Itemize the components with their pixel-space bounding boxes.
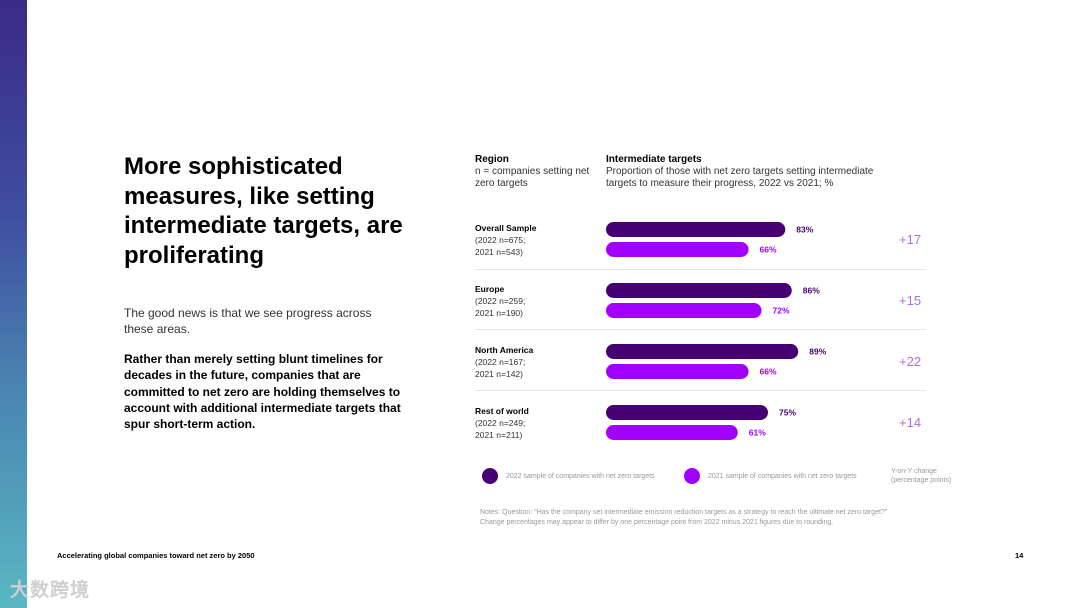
- row-label-europe: Europe (2022 n=259; 2021 n=190): [475, 283, 600, 319]
- region-header-title: Region: [475, 154, 509, 165]
- targets-header: Intermediate targets Proportion of those…: [606, 154, 896, 190]
- row-n-2021: 2021 n=211): [475, 430, 523, 440]
- row-divider: [475, 329, 926, 330]
- row-name: Europe: [475, 284, 505, 294]
- watermark-text: 大数跨境: [10, 580, 91, 601]
- legend-change-label: Y-on-Y change (percentage points): [891, 467, 951, 485]
- bar-rest-of-world-2021: [606, 425, 738, 440]
- row-n-2022: (2022 n=167;: [475, 357, 526, 367]
- change-label-rest-of-world: +14: [899, 415, 921, 430]
- data-label-north-america-2021: 66%: [760, 367, 777, 377]
- notes-line-2: Change percentages may appear to differ …: [480, 519, 834, 526]
- row-n-2022: (2022 n=675;: [475, 235, 526, 245]
- row-label-north-america: North America (2022 n=167; 2021 n=142): [475, 344, 600, 380]
- row-label-rest-of-world: Rest of world (2022 n=249; 2021 n=211): [475, 405, 600, 441]
- row-n-2022: (2022 n=249;: [475, 418, 526, 428]
- data-label-rest-of-world-2022: 75%: [779, 408, 796, 418]
- chart-notes: Notes: Question: "Has the company set in…: [480, 508, 960, 528]
- legend-2022-label: 2022 sample of companies with net zero t…: [506, 473, 655, 480]
- intro-text: The good news is that we see progress ac…: [124, 306, 372, 336]
- decorative-side-bar: [0, 0, 27, 608]
- body-text: Rather than merely setting blunt timelin…: [124, 352, 401, 432]
- notes-line-1: Notes: Question: "Has the company set in…: [480, 509, 888, 516]
- bar-overall-2021: [606, 242, 749, 257]
- watermark: 大数跨境: [10, 575, 90, 602]
- legend-2022-swatch: [482, 468, 498, 484]
- row-divider: [475, 269, 926, 270]
- targets-header-title: Intermediate targets: [606, 154, 702, 165]
- legend-change-line1: Y-on-Y change: [891, 468, 937, 475]
- row-n-2021: 2021 n=142): [475, 369, 523, 379]
- change-label-north-america: +22: [899, 354, 921, 369]
- row-label-overall: Overall Sample (2022 n=675; 2021 n=543): [475, 222, 600, 258]
- region-header-subtitle: n = companies setting net zero targets: [475, 166, 590, 189]
- legend-2021-swatch: [684, 468, 700, 484]
- row-divider: [475, 390, 926, 391]
- change-label-europe: +15: [899, 293, 921, 308]
- page-title: More sophisticated measures, like settin…: [124, 153, 403, 269]
- data-label-overall-2021: 66%: [760, 245, 777, 255]
- bar-overall-2022: [606, 222, 786, 237]
- legend-change-line2: (percentage points): [891, 477, 952, 484]
- data-label-north-america-2022: 89%: [809, 347, 826, 357]
- footer-text: Accelerating global companies toward net…: [57, 551, 255, 560]
- bar-europe-2021: [606, 303, 762, 318]
- data-label-rest-of-world-2021: 61%: [749, 428, 766, 438]
- row-name: North America: [475, 345, 534, 355]
- row-name: Overall Sample: [475, 223, 537, 233]
- bar-north-america-2021: [606, 364, 749, 379]
- bar-rest-of-world-2022: [606, 405, 768, 420]
- page-number: 14: [1015, 551, 1024, 560]
- row-name: Rest of world: [475, 406, 529, 416]
- row-n-2022: (2022 n=259;: [475, 296, 526, 306]
- data-label-europe-2022: 86%: [803, 286, 820, 296]
- data-label-europe-2021: 72%: [773, 306, 790, 316]
- change-label-overall: +17: [899, 232, 921, 247]
- data-label-overall-2022: 83%: [796, 225, 813, 235]
- legend-2021-label: 2021 sample of companies with net zero t…: [708, 473, 857, 480]
- row-n-2021: 2021 n=190): [475, 308, 523, 318]
- region-header: Region n = companies setting net zero ta…: [475, 154, 595, 190]
- bar-europe-2022: [606, 283, 792, 298]
- row-n-2021: 2021 n=543): [475, 247, 523, 257]
- targets-header-subtitle: Proportion of those with net zero target…: [606, 166, 874, 189]
- bar-north-america-2022: [606, 344, 799, 359]
